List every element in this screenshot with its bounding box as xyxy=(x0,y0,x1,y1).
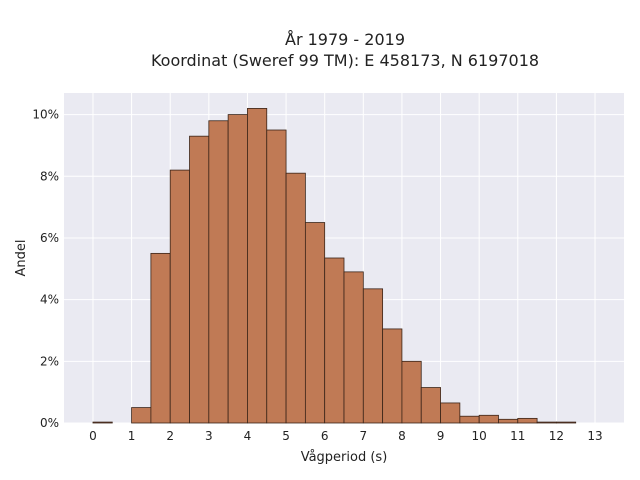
histogram-bar xyxy=(536,421,557,424)
histogram-bar xyxy=(459,415,480,424)
x-tick-label: 2 xyxy=(166,429,174,443)
x-tick-label: 12 xyxy=(549,429,564,443)
x-tick-label: 6 xyxy=(321,429,329,443)
x-tick-label: 9 xyxy=(437,429,445,443)
histogram-bar xyxy=(285,172,306,424)
y-tick-label: 4% xyxy=(40,293,59,307)
x-tick-label: 11 xyxy=(510,429,525,443)
histogram-bar xyxy=(150,252,171,424)
histogram-bar xyxy=(478,414,499,424)
histogram-bar xyxy=(343,271,364,424)
x-tick-labels: 0 1 2 3 4 5 6 7 8 9 10 11 12 13 xyxy=(89,429,603,443)
x-tick-label: 7 xyxy=(359,429,367,443)
chart-title-line-2: Koordinat (Sweref 99 TM): E 458173, N 61… xyxy=(151,51,539,70)
x-tick-label: 3 xyxy=(205,429,213,443)
histogram-bar xyxy=(556,421,577,424)
x-tick-label: 10 xyxy=(472,429,487,443)
y-axis-label: Andel xyxy=(14,240,29,277)
histogram-bar xyxy=(92,421,113,424)
histogram-bar xyxy=(401,360,422,424)
histogram-bar xyxy=(247,108,268,424)
y-tick-label: 8% xyxy=(40,169,59,183)
histogram-bar xyxy=(420,387,441,424)
bars xyxy=(92,108,577,424)
histogram-bar xyxy=(131,407,152,424)
histogram-bar xyxy=(382,328,403,424)
x-tick-label: 5 xyxy=(282,429,290,443)
chart-title-line-1: År 1979 - 2019 xyxy=(285,30,405,49)
histogram-bar xyxy=(227,114,248,424)
x-tick-label: 1 xyxy=(128,429,136,443)
histogram-bar xyxy=(498,418,519,424)
histogram-bar xyxy=(517,417,538,424)
x-axis-label: Vågperiod (s) xyxy=(301,450,388,465)
histogram-bar xyxy=(324,257,345,424)
histogram-bar xyxy=(304,222,326,424)
histogram-bar xyxy=(169,169,190,424)
x-tick-label: 13 xyxy=(587,429,602,443)
x-tick-label: 8 xyxy=(398,429,406,443)
y-tick-label: 6% xyxy=(40,231,59,245)
histogram-bar xyxy=(362,288,384,424)
x-tick-label: 4 xyxy=(244,429,252,443)
histogram-bar xyxy=(266,129,287,424)
y-tick-label: 0% xyxy=(40,416,59,430)
histogram-bar xyxy=(189,135,210,424)
y-tick-label: 2% xyxy=(40,354,59,368)
y-tick-label: 10% xyxy=(32,108,59,122)
x-tick-label: 0 xyxy=(89,429,97,443)
y-tick-labels: 0% 2% 4% 6% 8% 10% xyxy=(32,108,59,430)
histogram-bar xyxy=(208,120,229,424)
histogram-bar xyxy=(440,402,461,424)
